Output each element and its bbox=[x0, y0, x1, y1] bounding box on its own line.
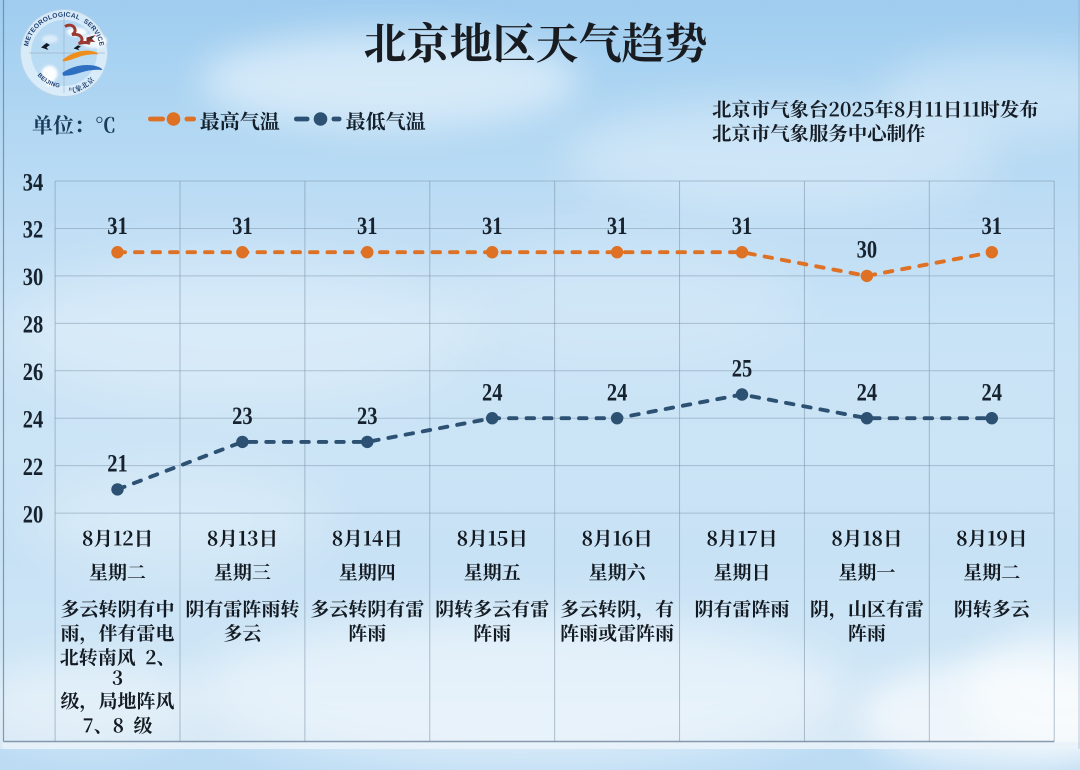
svg-text:20: 20 bbox=[23, 501, 43, 528]
svg-text:31: 31 bbox=[357, 212, 377, 239]
svg-text:26: 26 bbox=[23, 358, 43, 385]
svg-text:31: 31 bbox=[107, 212, 127, 239]
svg-text:24: 24 bbox=[23, 406, 43, 433]
svg-text:25: 25 bbox=[732, 355, 752, 382]
svg-text:24: 24 bbox=[857, 378, 877, 405]
svg-text:23: 23 bbox=[357, 402, 377, 429]
svg-text:21: 21 bbox=[107, 450, 127, 477]
svg-text:31: 31 bbox=[982, 212, 1002, 239]
svg-text:24: 24 bbox=[982, 378, 1002, 405]
svg-text:31: 31 bbox=[732, 212, 752, 239]
svg-text:22: 22 bbox=[23, 453, 43, 480]
svg-text:30: 30 bbox=[857, 236, 877, 263]
svg-text:23: 23 bbox=[232, 402, 252, 429]
svg-text:31: 31 bbox=[232, 212, 252, 239]
svg-text:34: 34 bbox=[23, 168, 43, 195]
svg-text:30: 30 bbox=[23, 263, 43, 290]
svg-text:24: 24 bbox=[607, 378, 627, 405]
svg-text:31: 31 bbox=[482, 212, 502, 239]
svg-text:32: 32 bbox=[23, 216, 43, 243]
svg-text:24: 24 bbox=[482, 378, 502, 405]
svg-text:31: 31 bbox=[607, 212, 627, 239]
svg-text:28: 28 bbox=[23, 311, 43, 338]
